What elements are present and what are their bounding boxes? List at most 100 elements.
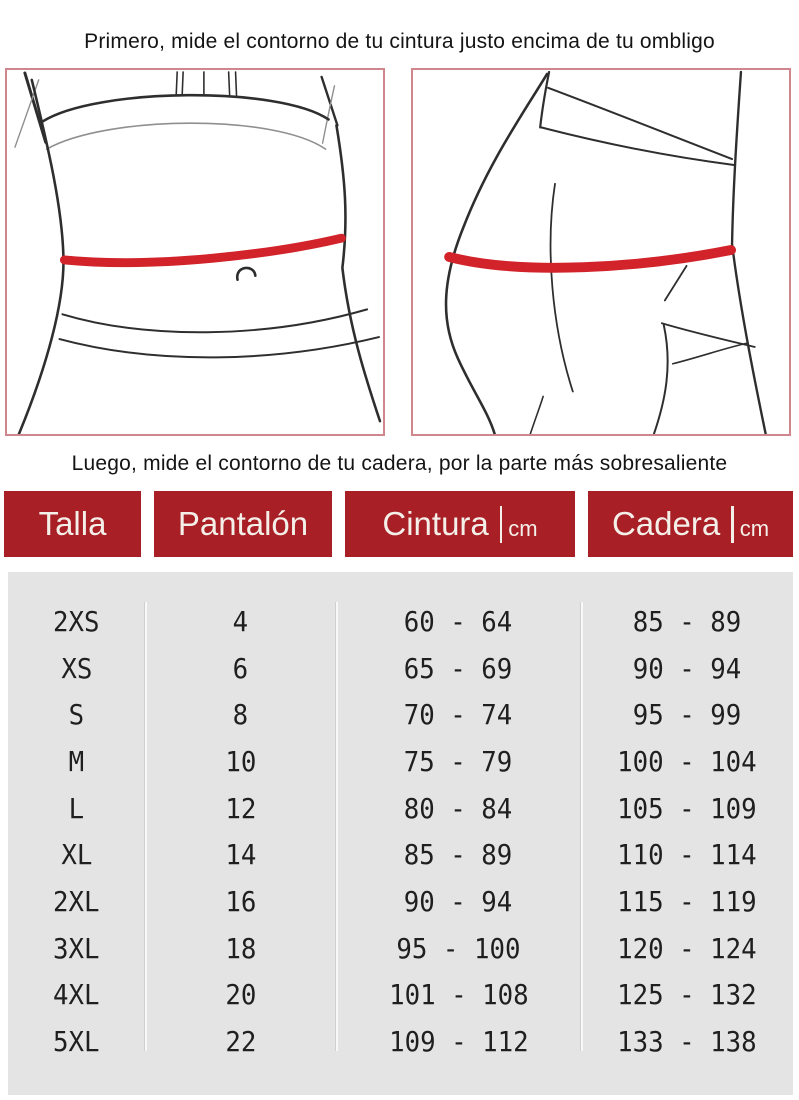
cell-value: 75 - 79	[404, 744, 513, 778]
panty-waistband	[58, 308, 380, 359]
cell-value: 85 - 89	[632, 604, 742, 638]
cell-value: 95 - 100	[396, 931, 521, 965]
cell-cintura: 75 - 79	[336, 738, 581, 785]
size-table-body: 2XS 4 60 - 64 85 - 89 XS 6 65 - 69 90 - 94 S 8 70 …	[8, 598, 793, 1065]
cell-value: 105 - 109	[617, 791, 757, 825]
size-table-panel: 2XS 4 60 - 64 85 - 89 XS 6 65 - 69 90 - 94 S 8 70 …	[8, 572, 793, 1095]
cell-cadera: 125 - 132	[581, 972, 793, 1019]
cell-pantalon: 6	[145, 645, 336, 692]
cell-value: 65 - 69	[404, 651, 513, 685]
cell-value: 20	[224, 978, 257, 1012]
cell-cintura: 109 - 112	[336, 1018, 581, 1065]
column-divider	[580, 602, 583, 1051]
unit-separator-bar	[731, 505, 734, 543]
cell-value: 16	[224, 884, 257, 918]
cell-pantalon: 16	[145, 878, 336, 925]
cell-value: 101 - 108	[388, 978, 529, 1012]
cell-cintura: 65 - 69	[336, 645, 581, 692]
cell-talla: 2XS	[8, 598, 145, 645]
column-divider	[335, 602, 338, 1051]
column-header-label: Cintura	[382, 505, 489, 542]
cell-value: 70 - 74	[404, 698, 513, 732]
cell-value: 4	[232, 604, 249, 638]
cell-pantalon: 20	[145, 972, 336, 1019]
cell-pantalon: 4	[145, 598, 336, 645]
cell-cintura: 85 - 89	[336, 831, 581, 878]
cell-talla: 2XL	[8, 878, 145, 925]
cell-pantalon: 12	[145, 785, 336, 832]
cell-value: M	[68, 744, 85, 778]
body-outline	[444, 70, 767, 434]
cell-value: 10	[224, 744, 257, 778]
cell-cintura: 70 - 74	[336, 691, 581, 738]
cell-value: 14	[224, 838, 257, 872]
bra-band	[41, 71, 330, 150]
cell-talla: S	[8, 691, 145, 738]
cell-value: S	[68, 698, 85, 732]
cell-talla: XL	[8, 831, 145, 878]
column-header-pantalon: Pantalón	[154, 491, 332, 557]
cell-value: 4XL	[53, 978, 100, 1012]
cell-pantalon: 8	[145, 691, 336, 738]
cell-value: 22	[224, 1025, 257, 1059]
unit-label: cm	[739, 516, 770, 541]
cell-talla: 4XL	[8, 972, 145, 1019]
cell-pantalon: 10	[145, 738, 336, 785]
column-header-label: Cadera	[611, 505, 721, 542]
hip-illustration	[444, 70, 767, 434]
cell-value: 110 - 114	[617, 838, 757, 872]
unit-label: cm	[508, 516, 538, 541]
cell-talla: L	[8, 785, 145, 832]
waist-figure-box	[5, 68, 385, 436]
cell-value: 120 - 124	[617, 931, 757, 965]
buttock-creases	[529, 182, 756, 434]
cell-cadera: 115 - 119	[581, 878, 793, 925]
cell-talla: 5XL	[8, 1018, 145, 1065]
cell-cadera: 120 - 124	[581, 925, 793, 972]
navel	[236, 266, 257, 281]
cell-value: XL	[60, 838, 93, 872]
cell-talla: M	[8, 738, 145, 785]
cell-cintura: 101 - 108	[336, 972, 581, 1019]
cell-value: 133 - 138	[617, 1025, 757, 1059]
cell-value: 18	[224, 931, 257, 965]
cell-value: 12	[224, 791, 257, 825]
column-header-label: Pantalón	[177, 505, 309, 542]
cell-value: 2XS	[53, 604, 100, 638]
cell-talla: 3XL	[8, 925, 145, 972]
hip-measure-line	[444, 245, 737, 273]
cell-value: 5XL	[53, 1025, 100, 1059]
cell-value: 125 - 132	[617, 978, 757, 1012]
waist-illustration	[14, 71, 382, 434]
cell-value: 8	[232, 698, 249, 732]
cell-value: 2XL	[53, 884, 100, 918]
column-header-cintura: Cintura cm	[345, 491, 575, 557]
cell-value: 90 - 94	[632, 651, 742, 685]
cell-cadera: 133 - 138	[581, 1018, 793, 1065]
hip-instruction-text: Luego, mide el contorno de tu cadera, po…	[71, 452, 728, 475]
cell-cintura: 90 - 94	[336, 878, 581, 925]
cell-cadera: 105 - 109	[581, 785, 793, 832]
cell-pantalon: 22	[145, 1018, 336, 1065]
cell-value: 109 - 112	[388, 1025, 529, 1059]
cell-value: XS	[60, 651, 93, 685]
cell-cadera: 100 - 104	[581, 738, 793, 785]
cell-value: 115 - 119	[617, 884, 757, 918]
cell-cintura: 60 - 64	[336, 598, 581, 645]
cell-value: 90 - 94	[404, 884, 513, 918]
waist-measure-line	[59, 233, 346, 268]
cell-cadera: 90 - 94	[581, 645, 793, 692]
column-header-cadera: Cadera cm	[588, 491, 793, 557]
cell-value: 80 - 84	[404, 791, 513, 825]
column-header-talla: Talla	[4, 491, 141, 557]
cell-value: L	[68, 791, 85, 825]
size-table-header-row: Talla Pantalón Cintura cm Cadera cm	[4, 491, 793, 557]
column-divider	[144, 602, 147, 1051]
unit-separator-bar	[499, 505, 503, 543]
hip-figure-box	[411, 68, 791, 436]
cell-pantalon: 14	[145, 831, 336, 878]
waist-instruction-text: Primero, mide el contorno de tu cintura …	[84, 30, 715, 53]
cell-value: 60 - 64	[404, 604, 513, 638]
waistband-lines	[539, 70, 736, 166]
